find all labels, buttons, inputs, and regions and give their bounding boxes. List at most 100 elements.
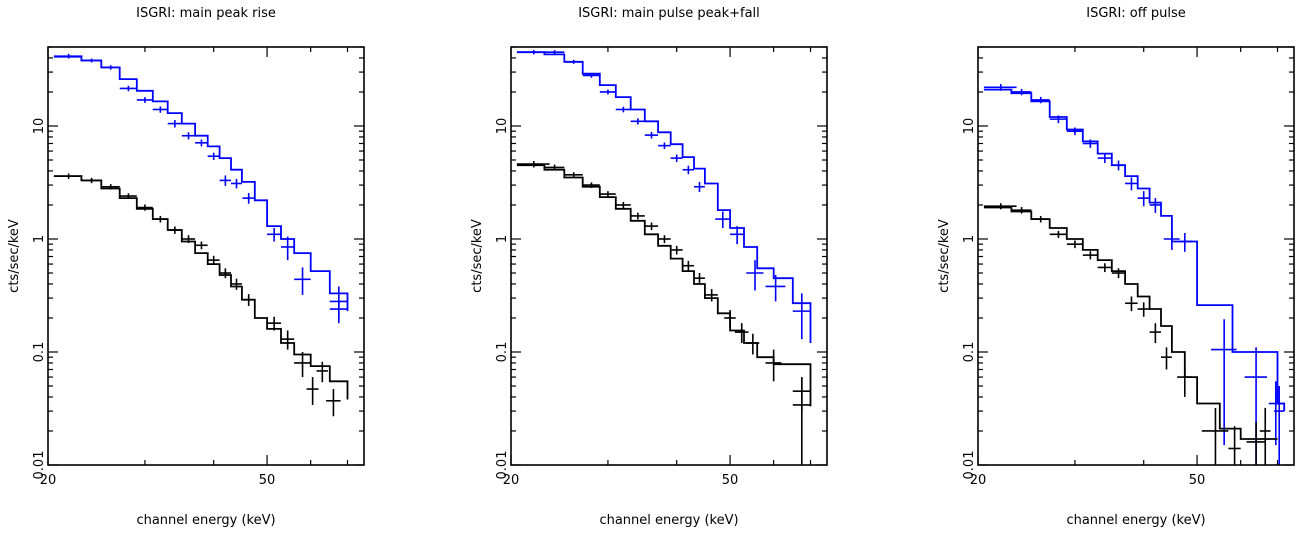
- y-tick-label: 0.1: [495, 342, 510, 363]
- data-point: [136, 97, 153, 103]
- data-point: [734, 323, 749, 344]
- data-point: [152, 215, 168, 223]
- data-point: [670, 245, 683, 255]
- data-point: [1149, 198, 1162, 213]
- data-point: [195, 241, 208, 250]
- data-point: [682, 260, 695, 272]
- data-point: [1161, 347, 1172, 370]
- panel-main-pulse-peak-fall: ISGRI: main pulse peak+fall channel energ…: [470, 6, 828, 528]
- chart-title: ISGRI: main peak rise: [136, 6, 276, 21]
- data-point: [294, 267, 311, 295]
- x-tick-label: 50: [722, 473, 739, 488]
- data-point: [81, 177, 102, 184]
- data-point: [1137, 302, 1150, 317]
- data-point: [294, 351, 311, 378]
- data-point: [1274, 386, 1285, 465]
- data-point: [658, 235, 671, 244]
- data-point: [1246, 422, 1266, 465]
- data-point: [1011, 88, 1032, 96]
- data-point: [746, 260, 764, 291]
- data-point: [1268, 381, 1283, 446]
- data-point: [101, 184, 120, 190]
- series-0: [53, 53, 349, 324]
- data-point: [219, 268, 232, 279]
- data-point: [544, 164, 565, 171]
- panel-off-pulse: ISGRI: off pulse channel energy (keV) cts/…: [937, 6, 1295, 528]
- data-point: [765, 349, 782, 382]
- y-axis-label: cts/sec/keV: [470, 219, 485, 293]
- x-axis-label: channel energy (keV): [1066, 513, 1205, 528]
- data-point: [1111, 268, 1126, 279]
- data-point: [1082, 139, 1098, 148]
- x-tick-label: 20: [40, 473, 57, 488]
- plot-frame: [47, 46, 365, 466]
- data-point: [724, 310, 736, 328]
- chart-title: ISGRI: off pulse: [1086, 6, 1185, 21]
- data-point: [242, 193, 255, 204]
- data-point: [983, 203, 1017, 210]
- data-point: [53, 53, 83, 59]
- x-axis-label: channel energy (keV): [599, 513, 738, 528]
- data-point: [730, 226, 744, 245]
- data-point: [119, 85, 137, 92]
- data-point: [119, 193, 137, 199]
- data-point: [207, 152, 220, 161]
- data-point: [316, 361, 328, 383]
- data-point: [219, 175, 232, 186]
- data-point: [1031, 215, 1050, 223]
- data-point: [582, 182, 600, 188]
- data-point: [615, 201, 631, 209]
- data-point: [231, 178, 242, 189]
- data-point: [1137, 191, 1150, 207]
- data-point: [746, 333, 760, 355]
- data-point: [1111, 160, 1126, 171]
- data-point: [1097, 263, 1112, 273]
- data-point: [329, 301, 348, 318]
- data-point: [1031, 96, 1050, 104]
- data-point: [564, 172, 583, 178]
- data-point: [1097, 153, 1112, 164]
- y-tick-label: 0.01: [495, 451, 510, 480]
- data-point: [1125, 296, 1138, 312]
- series-1: [53, 173, 349, 417]
- x-axis-label: channel energy (keV): [136, 513, 275, 528]
- data-point: [1082, 251, 1098, 260]
- data-point: [280, 330, 295, 350]
- data-point: [1066, 127, 1083, 136]
- data-point: [599, 191, 616, 198]
- data-point: [670, 154, 683, 163]
- data-point: [564, 59, 583, 64]
- series-1: [516, 160, 812, 465]
- y-axis-label: cts/sec/keV: [937, 219, 952, 293]
- data-point: [1149, 323, 1162, 344]
- data-point: [705, 289, 718, 302]
- data-point: [1177, 232, 1193, 252]
- data-point: [152, 106, 168, 113]
- x-tick-label: 50: [1189, 473, 1206, 488]
- data-point: [1011, 206, 1032, 214]
- data-point: [516, 50, 550, 55]
- data-point: [167, 119, 182, 128]
- model-step-line: [983, 88, 1286, 412]
- data-point: [1228, 426, 1241, 465]
- data-point: [181, 132, 196, 140]
- chart-title: ISGRI: main pulse peak+fall: [578, 6, 760, 21]
- model-step-line: [53, 55, 349, 312]
- y-tick-label: 10: [495, 118, 510, 135]
- data-point: [1177, 362, 1193, 397]
- y-tick-label: 10: [962, 118, 977, 135]
- y-tick-label: 0.1: [32, 342, 47, 363]
- x-tick-label: 20: [970, 473, 987, 488]
- data-point: [1066, 240, 1083, 249]
- y-tick-label: 1: [962, 235, 977, 243]
- plot-frame: [510, 46, 828, 466]
- series-1: [983, 203, 1278, 465]
- data-point: [644, 222, 659, 231]
- data-point: [644, 131, 659, 139]
- data-point: [326, 389, 341, 417]
- data-point: [544, 50, 565, 55]
- data-point: [267, 228, 281, 242]
- data-point: [306, 377, 319, 405]
- data-point: [630, 212, 645, 220]
- y-tick-label: 1: [495, 235, 510, 243]
